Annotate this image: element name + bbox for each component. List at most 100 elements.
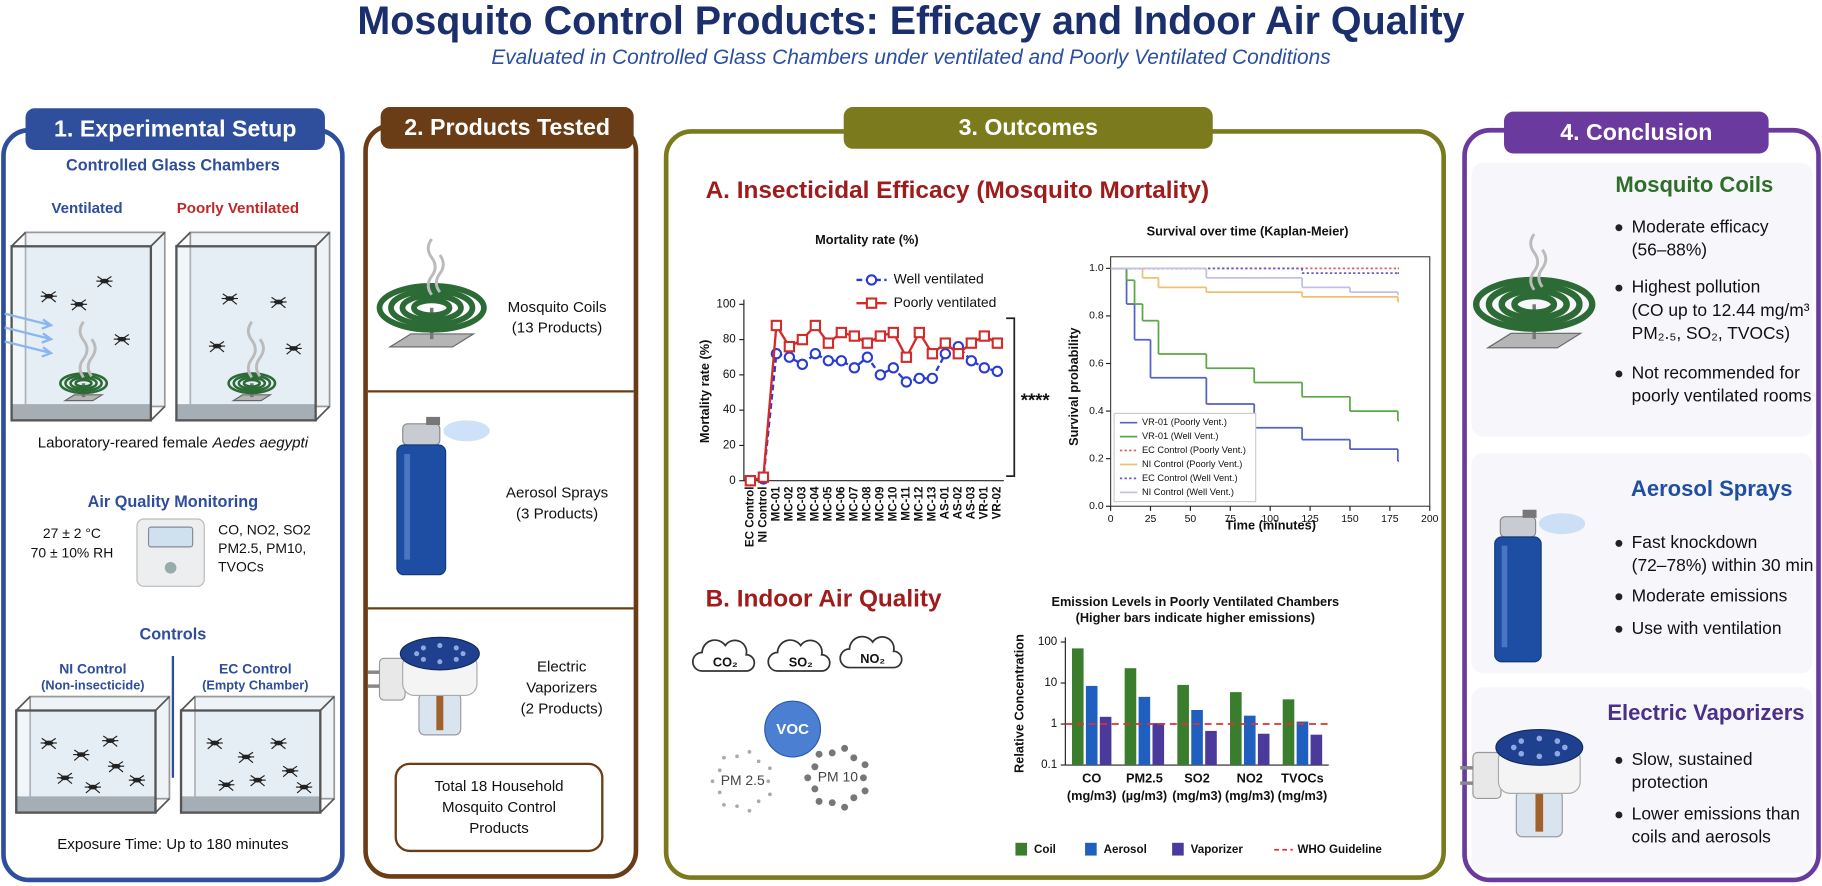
marker [900, 351, 913, 363]
x-tick-label: NI Control [756, 487, 769, 543]
mosquito [273, 740, 284, 746]
x-tick-label: EC Control [743, 487, 756, 548]
cloud-icon [839, 635, 903, 669]
bullet-text: Moderate emissions [1632, 585, 1788, 605]
coil-ring [59, 372, 109, 395]
y-tick-label: 1 [1051, 717, 1057, 730]
vaporizer-wick [1535, 788, 1544, 832]
pollutant-label: PM 2.5 [721, 772, 765, 788]
legend-label: Coil [1034, 843, 1056, 856]
mosquito [99, 278, 110, 284]
x-tick-label: PM2.5 [1126, 770, 1163, 785]
monitor-button [164, 561, 177, 574]
vaporizer-plug [378, 657, 406, 701]
x-tick-label: MC-10 [886, 487, 899, 522]
coil-stand [1485, 332, 1583, 349]
marker [887, 326, 900, 339]
significance-bracket [1006, 317, 1016, 477]
coil-ring [1472, 276, 1596, 332]
product-label: (13 Products) [512, 320, 603, 337]
legend-label: Vaporizer [1191, 843, 1244, 856]
legend-marker [865, 274, 878, 286]
particle-dot [722, 803, 726, 807]
x-tick-unit: (mg/m3) [1067, 788, 1117, 803]
pollutant-label: NO₂ [860, 651, 885, 666]
x-tick-label: MC-11 [899, 486, 912, 521]
mosquito [111, 763, 121, 769]
mosquito [285, 768, 295, 774]
section-title: Air Quality Monitoring [88, 493, 258, 511]
bullet [1615, 593, 1623, 601]
y-tick-label: 100 [1038, 635, 1057, 648]
total-label: Total 18 Household [434, 778, 563, 795]
coil-ring [69, 376, 98, 390]
bullet [1615, 625, 1623, 633]
x-tick-unit: (mg/m3) [1225, 788, 1275, 803]
x-tick-label: VR-01 [977, 486, 990, 519]
section-bg [1471, 452, 1813, 674]
coil-stand [387, 333, 476, 348]
panel-tab [843, 107, 1213, 149]
marker [978, 362, 991, 374]
mosquito [44, 740, 54, 746]
mosquito [60, 775, 70, 781]
x-tick-label: 25 [1145, 514, 1157, 525]
panel-heading: 4. Conclusion [1560, 119, 1712, 145]
mosquito [117, 336, 127, 342]
chart-title: Survival over time (Kaplan-Meier) [1147, 224, 1349, 239]
legend-label: EC Control (Well Vent.) [1142, 473, 1238, 483]
mosquito [221, 782, 231, 788]
particle-dot [804, 774, 812, 782]
vaporizer-cap [1495, 728, 1584, 766]
marker [926, 348, 939, 360]
mosquito [273, 299, 284, 305]
x-tick-label: MC-06 [834, 486, 847, 521]
x-tick-label: AS-03 [964, 486, 977, 519]
mosquito [225, 296, 235, 301]
vent-hole [1554, 738, 1561, 744]
spray-mist [443, 420, 490, 442]
mosquito [105, 738, 115, 743]
bullet-text: PM₂.₅, SO₂, TVOCs) [1632, 323, 1790, 343]
vent-hole [1562, 744, 1568, 751]
marker [848, 330, 861, 342]
marker [978, 330, 991, 342]
airflow-arrow [4, 312, 54, 330]
section-title: Controlled Glass Chambers [66, 157, 280, 175]
marker [939, 337, 952, 349]
chamber-floor [16, 796, 156, 813]
bullet-text: Lower emissions than [1632, 804, 1800, 824]
chamber-floor [11, 404, 151, 421]
marker [796, 333, 809, 346]
voc-icon [764, 700, 822, 758]
particle-dot [717, 790, 722, 795]
marker [796, 358, 809, 370]
legend-swatch [1015, 842, 1028, 856]
y-tick-label: 0.8 [1089, 311, 1104, 322]
product-label: Mosquito Coils [508, 299, 607, 316]
legend-label: EC Control (Poorly Vent.) [1142, 445, 1246, 455]
vent-hole [460, 651, 466, 657]
marker [822, 355, 835, 367]
x-tick-label: MC-03 [795, 486, 808, 521]
x-tick-label: MC-12 [912, 487, 925, 522]
x-tick-label: SO2 [1184, 770, 1210, 785]
vent-hole [420, 656, 426, 662]
marker [848, 362, 861, 374]
chamber-edge [15, 695, 31, 712]
bar [1177, 684, 1189, 766]
bullet [1615, 756, 1623, 764]
vent-hole [414, 651, 420, 657]
x-tick-label: MC-09 [873, 486, 886, 521]
bar [1124, 668, 1137, 766]
legend-label: NI Control (Well Vent.) [1142, 487, 1234, 497]
coil-ring [376, 282, 487, 333]
legend-label: VR-01 (Poorly Vent.) [1142, 417, 1227, 427]
product-label: (2 Products) [521, 700, 603, 717]
bullet-text: Use with ventilation [1632, 618, 1782, 638]
legend-marker [865, 297, 878, 309]
marker [809, 348, 822, 360]
particle-dot [811, 785, 819, 793]
bullet-text: coils and aerosols [1632, 827, 1772, 847]
particle-dot [735, 804, 739, 809]
